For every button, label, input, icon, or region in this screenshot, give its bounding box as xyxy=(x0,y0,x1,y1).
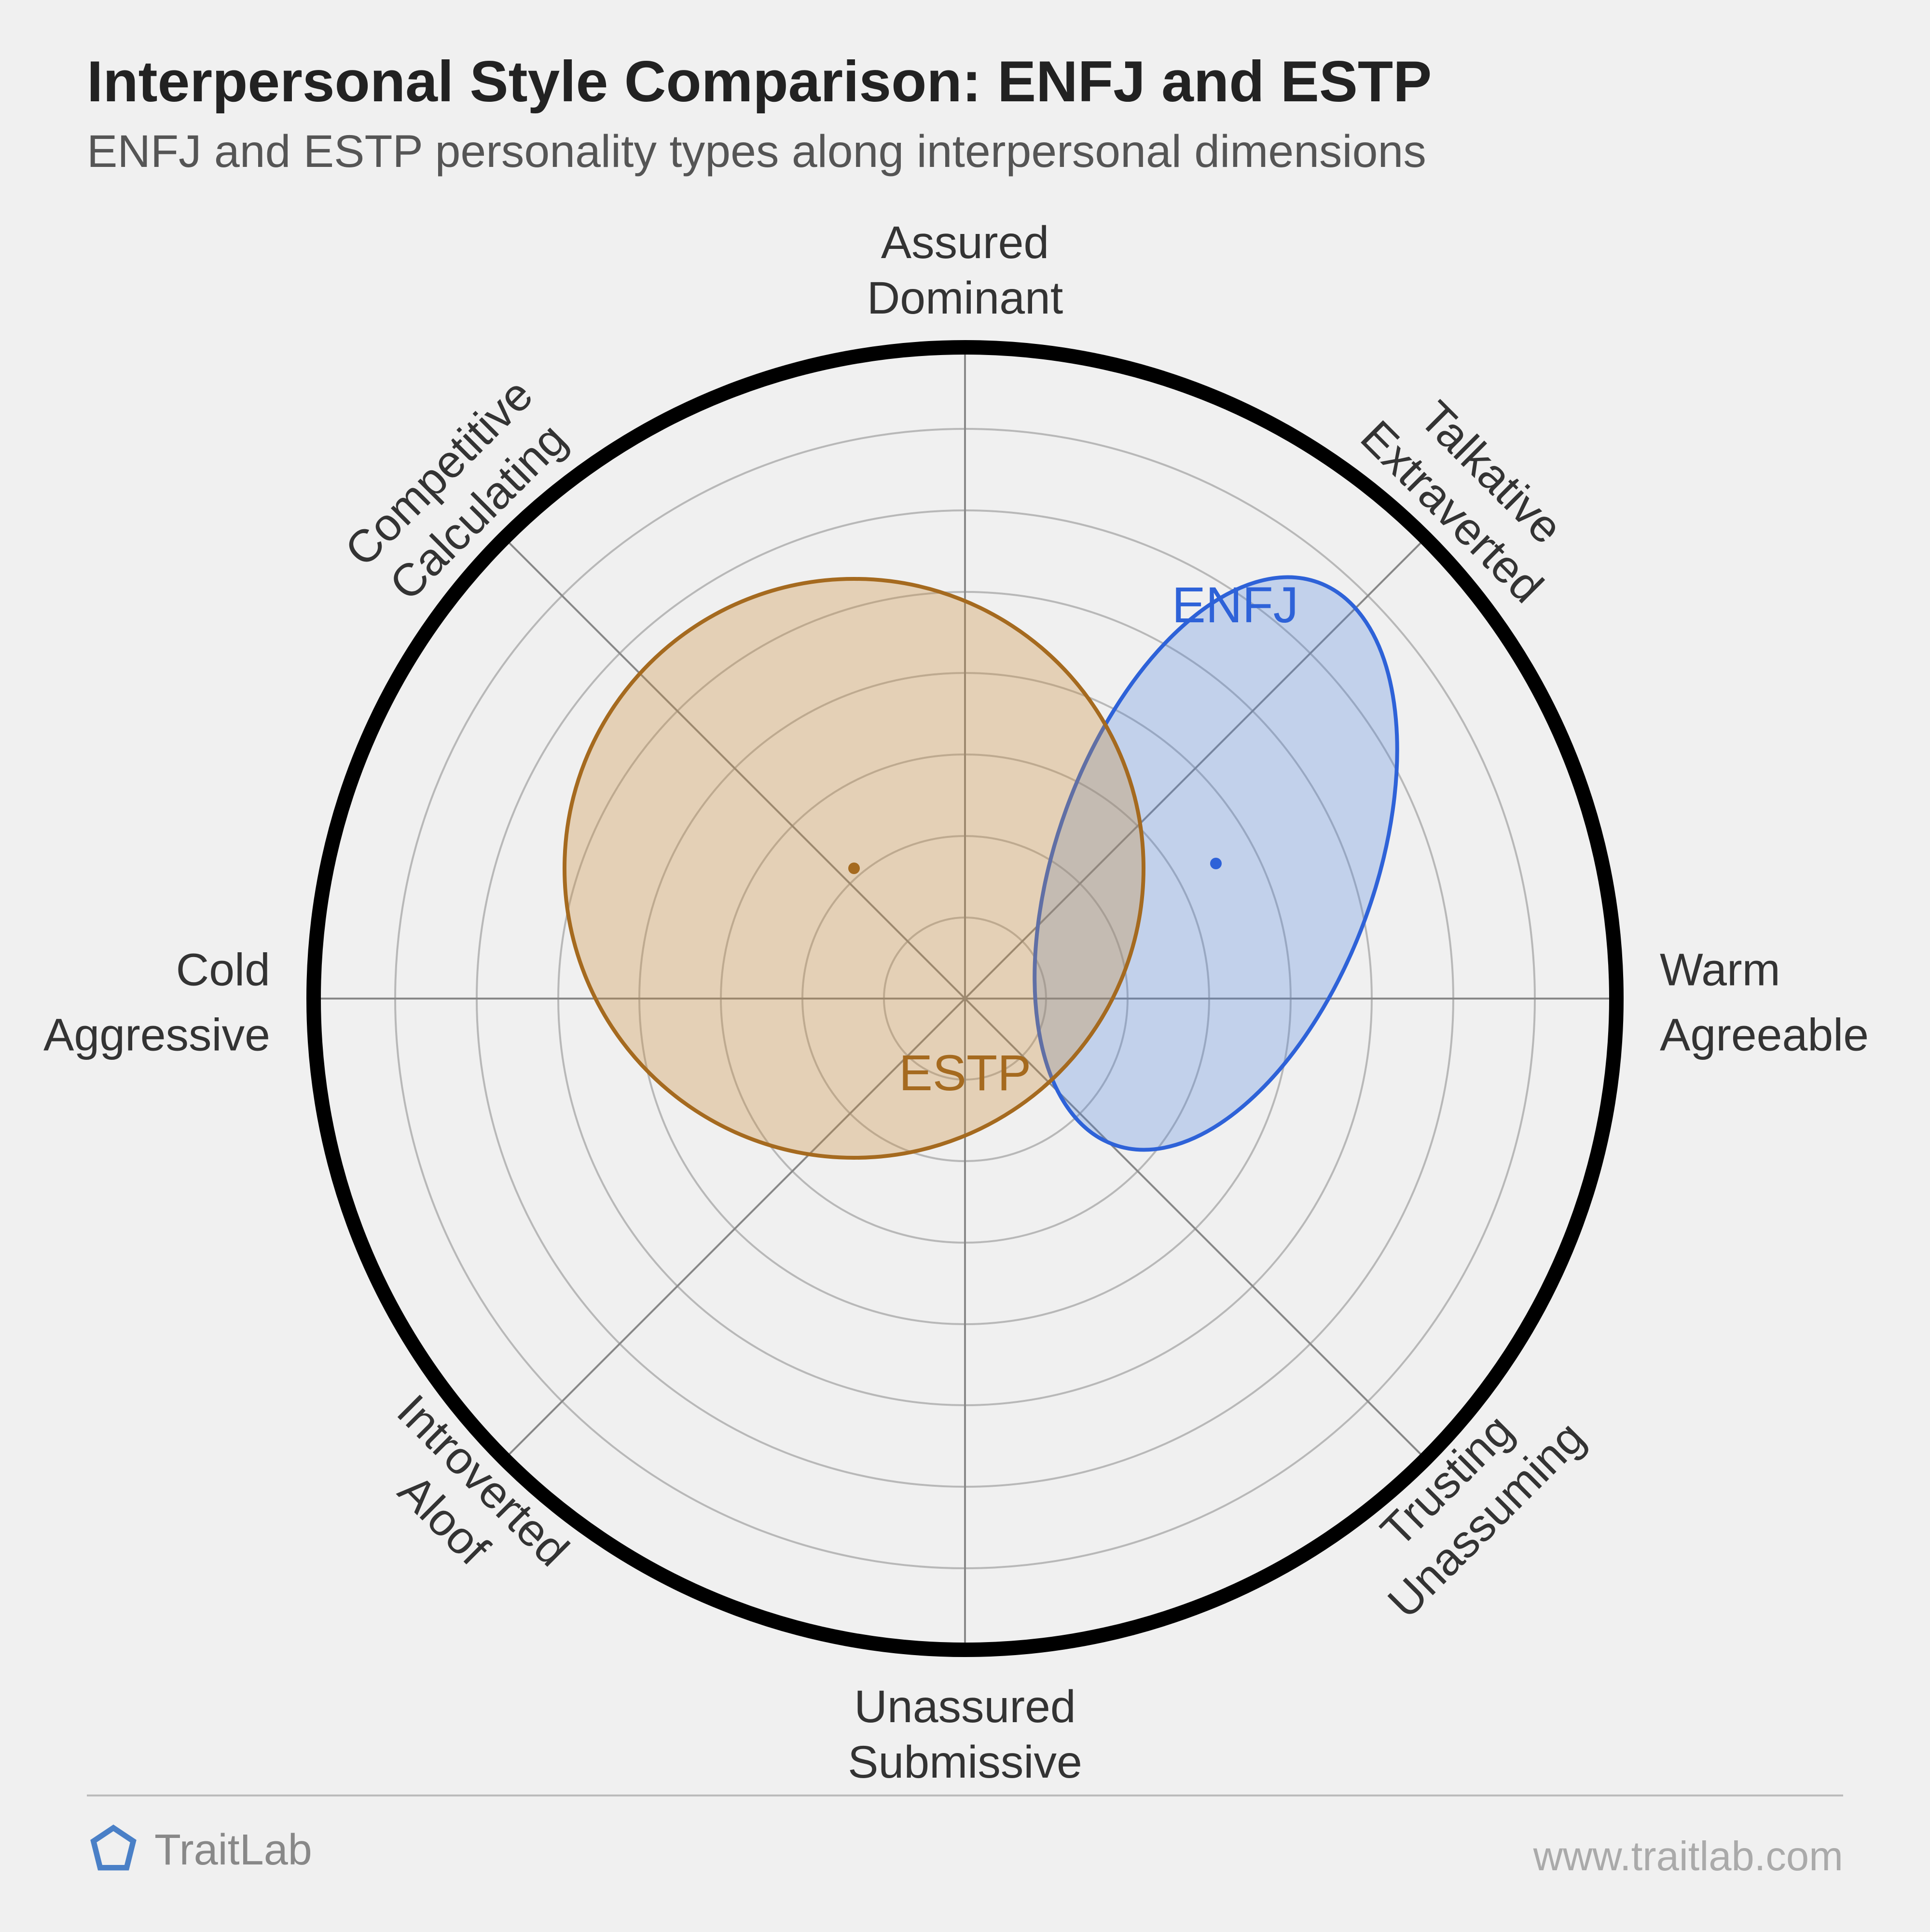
center-dot-estp xyxy=(848,863,860,874)
axis-label: Cold xyxy=(176,945,270,996)
footer-url: www.traitlab.com xyxy=(1533,1833,1843,1880)
axis-label: Dominant xyxy=(867,273,1063,324)
footer-brand: TraitLab xyxy=(87,1823,312,1877)
footer-divider xyxy=(87,1795,1843,1796)
center-dot-enfj xyxy=(1210,858,1222,869)
axis-label: Warm xyxy=(1660,945,1780,996)
circumplex-chart: ENFJESTPDominantAssuredTalkativeExtraver… xyxy=(0,0,1930,1930)
axis-label: Aggressive xyxy=(43,1010,270,1061)
brand-logo-icon xyxy=(87,1823,140,1877)
brand-name: TraitLab xyxy=(154,1825,312,1875)
ellipse-label-estp: ESTP xyxy=(899,1045,1031,1101)
ellipse-label-enfj: ENFJ xyxy=(1172,577,1299,633)
axis-label: Submissive xyxy=(848,1737,1082,1788)
axis-label: Assured xyxy=(881,217,1049,268)
axis-label: Agreeable xyxy=(1660,1010,1869,1061)
axis-label: Unassured xyxy=(854,1681,1075,1732)
